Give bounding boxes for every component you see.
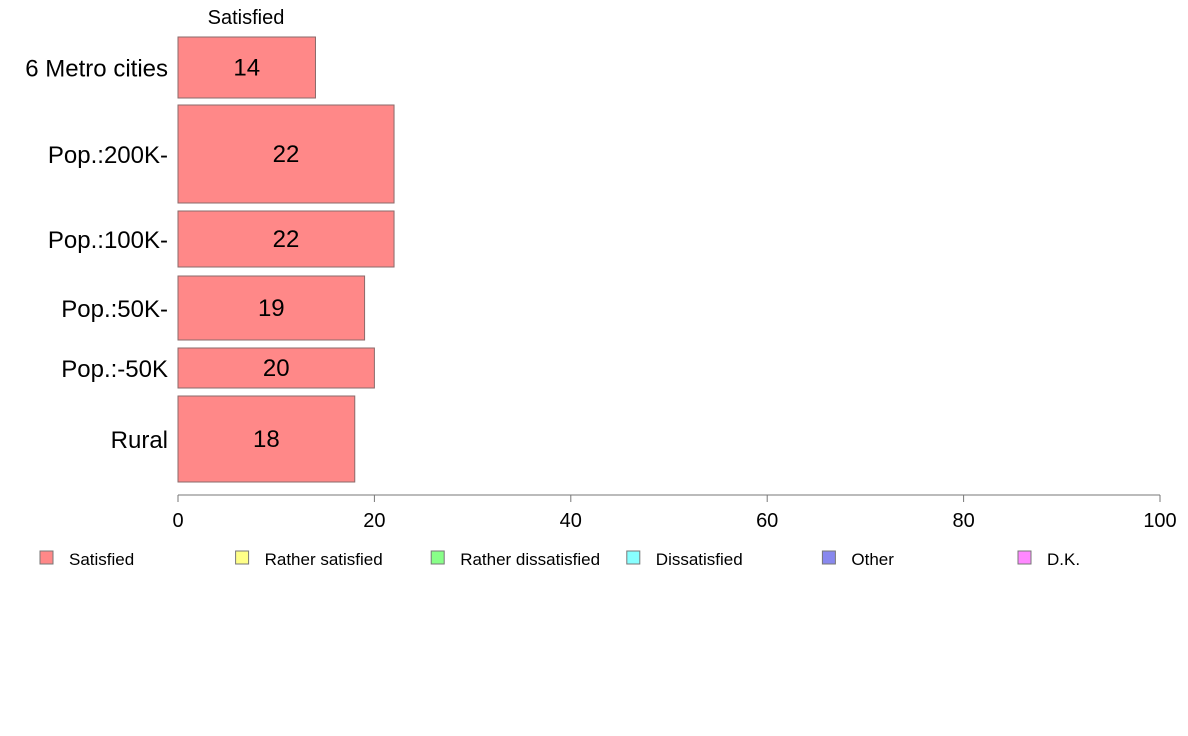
legend-swatch [626,550,641,565]
category-label: Pop.:200K- [48,142,168,169]
legend-swatch [430,550,445,565]
legend-item-label: Other [851,550,894,569]
category-label: Pop.:100K- [48,227,168,254]
bar-value-label: 22 [273,226,300,253]
legend: Satisfied Rather satisfied Rather dissatis… [39,550,1080,569]
legend-swatch [235,550,250,565]
bar-value-label: 14 [233,55,260,82]
bar-satisfied-5 [177,395,356,483]
legend-item-label: D.K. [1047,550,1080,569]
legend-item-label: Dissatisfied [656,550,743,569]
x-tick-label: 40 [560,510,582,532]
x-tick-label: 20 [363,510,385,532]
bar-value-label: 18 [253,426,280,453]
x-tick-label: 60 [756,510,778,532]
legend-item-label: Rather satisfied [265,550,383,569]
category-label: Pop.:-50K [61,356,168,383]
legend-swatch [39,550,54,565]
bar-satisfied-3 [177,275,366,341]
x-tick-label: 100 [1143,510,1176,532]
bar-value-label: 19 [258,295,285,322]
legend-swatch [821,550,836,565]
legend-item-label: Satisfied [69,550,134,569]
x-axis: 0 20 40 60 80 100 [172,494,1177,532]
x-tick-label: 0 [172,510,183,532]
bar-satisfied-1 [177,104,395,204]
x-tick-label: 80 [952,510,974,532]
category-label: Rural [111,427,168,454]
category-labels: 6 Metro cities Pop.:200K- Pop.:100K- Pop.:5… [25,56,168,455]
series-header: Satisfied [208,7,285,29]
legend-swatch [1017,550,1032,565]
bar-satisfied-0 [177,36,316,99]
legend-item-label: Rather dissatisfied [460,550,600,569]
category-label: 6 Metro cities [25,56,168,83]
category-label: Pop.:50K- [61,296,168,323]
bar-value-label: 22 [273,141,300,168]
bar-value-label: 20 [263,355,290,382]
bar-satisfied-2 [177,210,395,268]
bar-satisfied-4 [177,347,375,389]
bars-layer: 14 22 22 19 20 18 [177,36,395,483]
